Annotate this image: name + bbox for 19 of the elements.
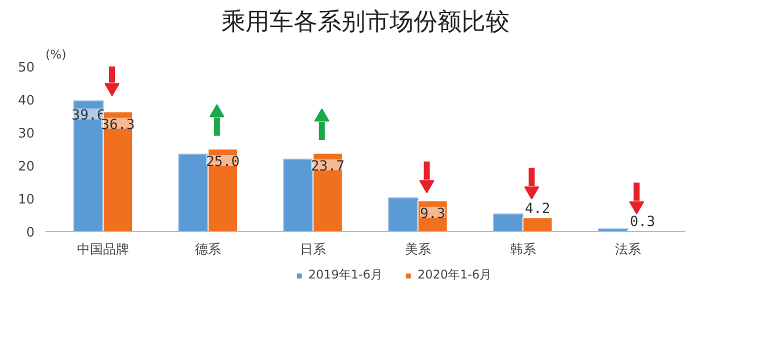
chart-title: 乘用车各系别市场份额比较 <box>222 8 510 36</box>
y-tick-label: 50 <box>18 60 35 76</box>
x-tick-label: 中国品牌 <box>77 242 130 258</box>
data-label: 4.2 <box>524 201 550 218</box>
x-tick-label: 韩系 <box>510 242 536 258</box>
y-tick-label: 0 <box>26 226 35 240</box>
legend-label: 2019年1-6月 <box>308 266 382 284</box>
x-tick-label: 日系 <box>300 242 326 258</box>
y-tick-label: 40 <box>18 94 35 108</box>
x-tick-label: 法系 <box>614 242 641 258</box>
y-tick-label: 10 <box>18 192 35 208</box>
x-tick-label: 美系 <box>404 242 431 258</box>
data-label: 9.3 <box>420 206 446 222</box>
y-tick-label: 30 <box>18 126 35 142</box>
legend-label: 2020年1-6月 <box>418 266 492 284</box>
y-axis-title: (%) <box>46 48 66 62</box>
x-tick-label: 德系 <box>195 242 222 258</box>
data-label: 0.3 <box>630 214 656 230</box>
y-tick-label: 20 <box>18 160 35 174</box>
